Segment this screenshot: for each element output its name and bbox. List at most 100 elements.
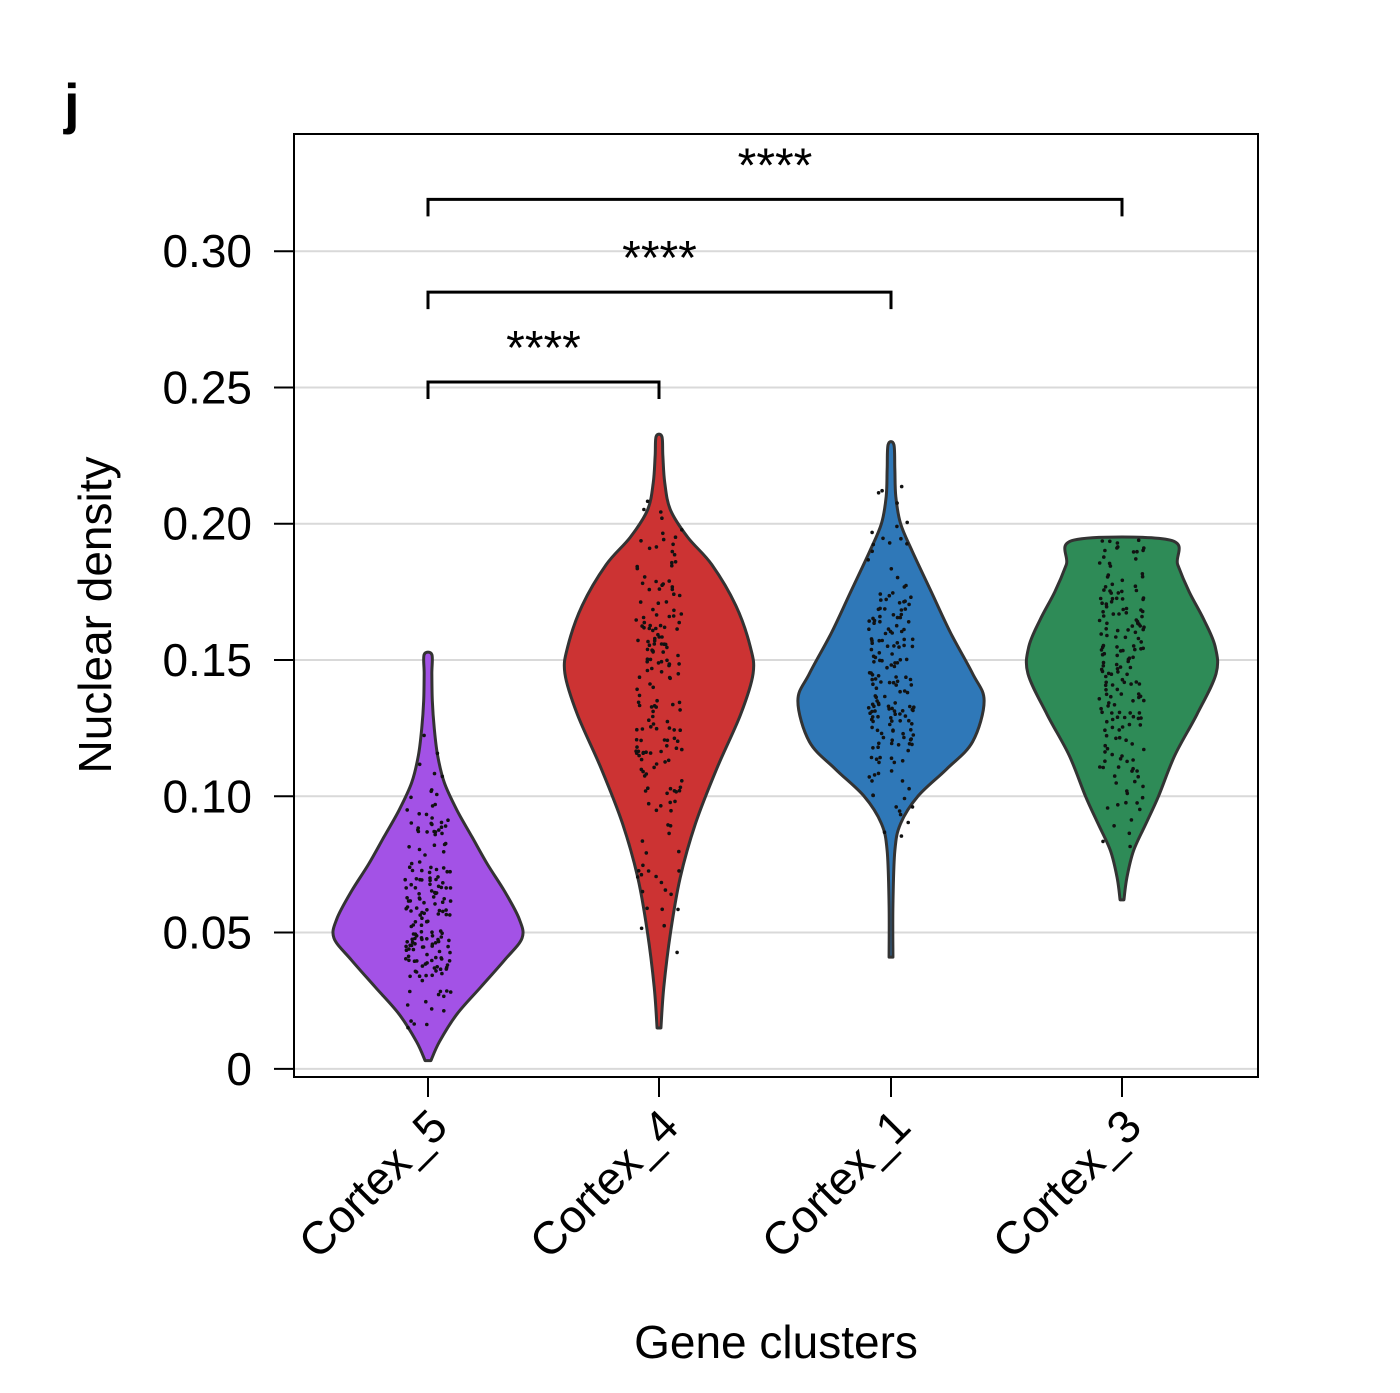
data-point xyxy=(427,870,432,875)
data-point xyxy=(1136,621,1140,626)
data-point xyxy=(883,631,888,636)
data-point xyxy=(442,1009,446,1013)
data-point xyxy=(877,741,881,746)
data-point xyxy=(910,707,915,712)
data-point xyxy=(432,771,437,776)
data-point xyxy=(654,545,659,549)
data-point xyxy=(887,541,892,545)
data-point xyxy=(636,700,641,705)
data-point xyxy=(881,735,886,740)
data-point xyxy=(644,750,648,754)
data-point xyxy=(1119,692,1124,696)
data-point xyxy=(678,728,682,732)
data-point xyxy=(870,677,874,682)
data-point xyxy=(439,935,444,939)
data-point xyxy=(429,1007,434,1011)
data-point xyxy=(1129,682,1133,686)
data-point xyxy=(872,660,876,664)
data-point xyxy=(907,602,911,607)
data-point xyxy=(679,612,684,616)
data-point xyxy=(430,822,434,827)
data-point xyxy=(654,579,658,584)
data-point xyxy=(870,673,875,677)
data-point xyxy=(867,775,872,779)
data-point xyxy=(661,650,665,654)
data-point xyxy=(413,886,418,890)
data-point xyxy=(657,635,661,639)
data-point xyxy=(1140,609,1145,614)
y-axis-ticks: 0 0.05 0.10 0.15 0.20 0.25 0.30 xyxy=(162,225,294,1095)
data-point xyxy=(645,906,649,911)
y-tick-label: 0.30 xyxy=(162,225,252,277)
data-point xyxy=(432,966,437,970)
data-point xyxy=(1100,710,1104,715)
data-point xyxy=(1105,746,1110,751)
data-point xyxy=(436,939,441,944)
data-point xyxy=(663,760,667,764)
data-point xyxy=(404,957,408,961)
data-point xyxy=(1115,645,1119,649)
data-point xyxy=(1107,701,1111,705)
significance-bracket xyxy=(426,290,893,310)
data-point xyxy=(892,664,897,669)
data-point xyxy=(652,765,656,770)
data-point xyxy=(660,516,664,520)
data-point xyxy=(408,974,412,979)
data-point xyxy=(659,749,663,754)
data-point xyxy=(868,711,872,715)
data-point xyxy=(654,626,658,631)
data-point xyxy=(676,653,680,658)
data-point xyxy=(880,638,884,643)
data-point xyxy=(1105,575,1110,579)
y-tick-label: 0.10 xyxy=(162,770,252,822)
data-point xyxy=(659,880,664,885)
data-point xyxy=(641,615,646,620)
data-point xyxy=(413,932,418,936)
data-point xyxy=(891,680,896,685)
data-point xyxy=(900,709,905,713)
data-point xyxy=(1124,611,1129,615)
data-point xyxy=(1103,728,1107,732)
data-point xyxy=(883,694,887,699)
data-point xyxy=(898,712,902,716)
data-point xyxy=(883,607,887,611)
data-point xyxy=(643,789,648,793)
data-point xyxy=(659,670,664,674)
data-point xyxy=(902,689,907,693)
data-point xyxy=(667,662,672,667)
data-point xyxy=(664,600,669,604)
data-point xyxy=(1129,818,1134,822)
data-point xyxy=(869,755,874,760)
data-point xyxy=(889,663,894,667)
y-axis-label: Nuclear density xyxy=(69,456,121,773)
data-point xyxy=(417,860,422,864)
data-point xyxy=(410,940,415,944)
data-point xyxy=(1127,831,1132,836)
data-point xyxy=(874,757,879,761)
data-point xyxy=(654,726,659,731)
data-point xyxy=(1109,591,1113,595)
data-point xyxy=(881,536,885,541)
data-point xyxy=(880,488,884,493)
data-point xyxy=(910,637,915,642)
data-point xyxy=(906,748,910,753)
data-point xyxy=(1104,680,1108,685)
data-point xyxy=(866,558,870,562)
data-point xyxy=(435,965,440,969)
data-point xyxy=(879,598,883,602)
data-point xyxy=(436,884,441,889)
data-point xyxy=(405,896,409,900)
data-point xyxy=(896,743,901,747)
data-point xyxy=(1120,677,1125,682)
data-point xyxy=(677,620,681,625)
data-point xyxy=(1121,648,1125,653)
data-point xyxy=(425,1022,429,1027)
data-point xyxy=(871,542,876,547)
data-point xyxy=(870,638,874,643)
data-point xyxy=(891,613,896,617)
data-point xyxy=(1109,600,1114,604)
data-point xyxy=(873,709,877,713)
y-tick-label: 0.25 xyxy=(162,361,252,413)
data-point xyxy=(876,607,881,612)
data-point xyxy=(651,628,655,633)
